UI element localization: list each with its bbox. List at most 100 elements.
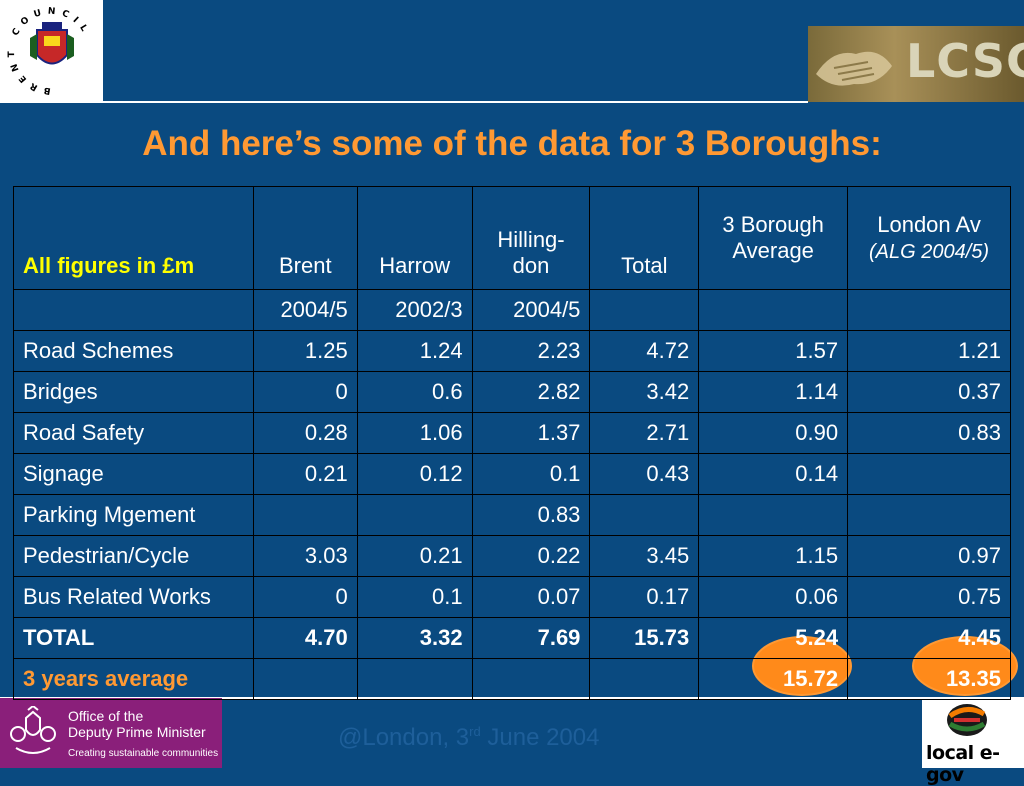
table-cell: 3.42 xyxy=(589,371,700,413)
table-cell: 0.17 xyxy=(589,576,700,618)
header-harrow: Harrow xyxy=(356,186,473,290)
table-row: Pedestrian/Cycle 3.03 0.21 0.22 3.45 1.1… xyxy=(13,535,1011,577)
header-london-line2: (ALG 2004/5) xyxy=(869,241,990,263)
header-hillingdon-line1: Hilling- xyxy=(497,227,565,252)
odpm-line2: Deputy Prime Minister xyxy=(68,724,206,740)
table-cell: 2.82 xyxy=(471,371,591,413)
table-cell: 1.37 xyxy=(471,412,591,454)
highlighted-cell: 15.72 xyxy=(698,658,849,700)
table-cell: 1.57 xyxy=(698,330,849,372)
table-cell: 1.06 xyxy=(356,412,473,454)
footer-prefix: @London, 3 xyxy=(338,724,470,751)
header-total: Total xyxy=(589,186,700,290)
table-cell: 0.14 xyxy=(698,453,849,495)
table-cell: 2004/5 xyxy=(252,289,358,331)
table-cell: 0.75 xyxy=(847,576,1011,618)
table-cell: 2004/5 xyxy=(471,289,591,331)
footer-sup: rd xyxy=(469,724,481,739)
table-cell: 0.43 xyxy=(589,453,700,495)
row-label: Pedestrian/Cycle xyxy=(13,535,254,577)
table-cell: 4.70 xyxy=(252,617,358,659)
table-row: Road Schemes 1.25 1.24 2.23 4.72 1.57 1.… xyxy=(13,330,1011,372)
table-cell: 0.21 xyxy=(252,453,358,495)
table-cell: 4.45 xyxy=(847,617,1011,659)
table-cell: 0.83 xyxy=(847,412,1011,454)
table-cell: 1.21 xyxy=(847,330,1011,372)
table-cell: 0.07 xyxy=(471,576,591,618)
header-london-line1: London Av xyxy=(877,212,981,237)
table-cell xyxy=(356,494,473,536)
slide-title: And here’s some of the data for 3 Boroug… xyxy=(142,124,882,163)
borough-data-table: All figures in £m Brent Harrow Hilling-d… xyxy=(13,186,1011,700)
table-header-row: All figures in £m Brent Harrow Hilling-d… xyxy=(13,186,1011,290)
table-cell: 0.6 xyxy=(356,371,473,413)
header-hillingdon-line2: don xyxy=(512,253,550,278)
lcsg-logo: LCSG xyxy=(808,26,1024,102)
table-row-total: TOTAL 4.70 3.32 7.69 15.73 5.24 4.45 xyxy=(13,617,1011,659)
table-cell: 0.06 xyxy=(698,576,849,618)
header-brent: Brent xyxy=(252,186,358,290)
highlighted-cell: 13.35 xyxy=(847,658,1011,700)
table-cell xyxy=(252,494,358,536)
brent-council-logo: BRENT COUNCIL xyxy=(0,0,103,103)
table-cell: 0.1 xyxy=(471,453,591,495)
row-label: Parking Mgement xyxy=(13,494,254,536)
odpm-logo: Office of the Deputy Prime Minister Crea… xyxy=(0,698,222,768)
footer-date: @London, 3rd June 2004 xyxy=(338,724,599,752)
table-cell xyxy=(356,658,473,700)
table-cell xyxy=(589,494,700,536)
row-label: Bus Related Works xyxy=(13,576,254,618)
table-cell xyxy=(471,658,591,700)
table-cell xyxy=(13,289,254,331)
table-cell: 0 xyxy=(252,576,358,618)
table-row-years: 2004/5 2002/3 2004/5 xyxy=(13,289,1011,331)
table-cell: 0 xyxy=(252,371,358,413)
row-label: Signage xyxy=(13,453,254,495)
table-cell: 1.15 xyxy=(698,535,849,577)
header-avg-line1: 3 Borough xyxy=(722,212,824,237)
table-cell xyxy=(698,289,849,331)
table-row: Road Safety 0.28 1.06 1.37 2.71 0.90 0.8… xyxy=(13,412,1011,454)
header-borough-average: 3 Borough Average xyxy=(698,186,849,290)
header-divider xyxy=(103,101,808,103)
table-cell: 2.71 xyxy=(589,412,700,454)
table-cell: 0.37 xyxy=(847,371,1011,413)
handshake-icon xyxy=(816,51,892,86)
table-row: Bridges 0 0.6 2.82 3.42 1.14 0.37 xyxy=(13,371,1011,413)
table-cell xyxy=(847,289,1011,331)
table-cell: 1.25 xyxy=(252,330,358,372)
table-cell: 0.21 xyxy=(356,535,473,577)
table-cell: 5.24 xyxy=(698,617,849,659)
header-avg-line2: Average xyxy=(732,238,814,263)
table-cell xyxy=(252,658,358,700)
footer-suffix: June 2004 xyxy=(480,724,600,751)
table-cell: 4.72 xyxy=(589,330,700,372)
egov-globe-icon xyxy=(947,704,987,736)
table-cell: 0.83 xyxy=(471,494,591,536)
table-cell: 0.1 xyxy=(356,576,473,618)
odpm-tagline: Creating sustainable communities xyxy=(68,748,219,759)
table-row: Signage 0.21 0.12 0.1 0.43 0.14 xyxy=(13,453,1011,495)
table-cell: 0.97 xyxy=(847,535,1011,577)
table-cell: 2002/3 xyxy=(356,289,473,331)
lcsg-text: LCSG xyxy=(906,34,1024,88)
row-label: 3 years average xyxy=(13,658,254,700)
header-london-average: London Av (ALG 2004/5) xyxy=(847,186,1011,290)
table-cell xyxy=(589,658,700,700)
table-cell: 1.14 xyxy=(698,371,849,413)
row-label: Bridges xyxy=(13,371,254,413)
table-cell xyxy=(589,289,700,331)
odpm-line1: Office of the xyxy=(68,708,144,724)
brent-crest-icon: BRENT COUNCIL xyxy=(7,7,86,96)
table-cell: 0.28 xyxy=(252,412,358,454)
header-hillingdon: Hilling-don xyxy=(471,186,591,290)
table-cell xyxy=(698,494,849,536)
row-label: Road Schemes xyxy=(13,330,254,372)
table-cell: 3.32 xyxy=(356,617,473,659)
table-cell: 1.24 xyxy=(356,330,473,372)
table-cell: 2.23 xyxy=(471,330,591,372)
local-egov-logo: local e-gov xyxy=(922,698,1024,786)
table-cell: 3.03 xyxy=(252,535,358,577)
table-cell xyxy=(847,494,1011,536)
row-label: TOTAL xyxy=(13,617,254,659)
